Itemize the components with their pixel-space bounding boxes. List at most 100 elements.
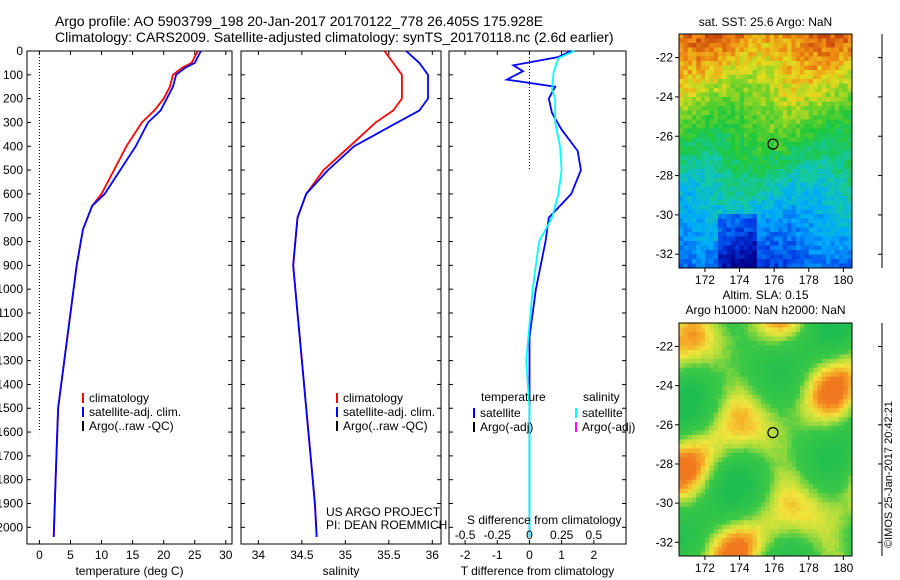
sla-map-cell	[830, 515, 836, 521]
sla-map-cell	[739, 394, 745, 400]
sla-map-cell	[700, 542, 706, 548]
sst-map-cell	[735, 119, 740, 125]
sst-map-cell	[687, 151, 693, 156]
sst-map-cell	[804, 61, 810, 66]
sst-map-cell	[735, 142, 740, 147]
sst-map-cell	[748, 137, 753, 143]
sst-map-cell	[752, 259, 758, 264]
sst-map-cell	[787, 79, 792, 84]
sst-map-cell	[752, 38, 758, 44]
sst-map-cell	[687, 250, 693, 255]
sst-map-cell	[761, 155, 766, 161]
sla-map-cell	[739, 376, 745, 382]
sla-map-ytick-label: -32	[656, 535, 674, 549]
sla-map-cell	[700, 466, 706, 472]
sst-map-cell	[704, 259, 710, 264]
sla-map-cell	[826, 430, 831, 436]
sla-map-cell	[804, 426, 810, 431]
sst-map-cell	[821, 97, 827, 102]
diff-legend-label: satellite	[480, 406, 521, 420]
sst-map-cell	[808, 250, 814, 255]
sst-map-cell	[817, 43, 823, 48]
sla-map-cell	[735, 511, 740, 517]
sst-map-cell	[730, 164, 736, 170]
sst-map-cell	[769, 65, 775, 71]
sst-map-cell	[726, 223, 732, 228]
sla-map-cell	[739, 488, 745, 494]
sla-map-cell	[730, 470, 736, 476]
sla-map-cell	[730, 394, 736, 400]
sst-map-cell	[761, 223, 766, 228]
salinity-xtick-label: 35.5	[377, 548, 401, 562]
sst-map-cell	[722, 263, 727, 269]
sst-map-cell	[756, 61, 762, 66]
sla-map-cell	[700, 358, 706, 364]
depth-tick-label: 700	[3, 211, 23, 225]
sst-map-cell	[683, 245, 689, 251]
sla-map-cell	[830, 506, 836, 512]
sst-map-cell	[769, 187, 775, 192]
sst-map-cell	[709, 106, 714, 111]
sst-map-cell	[774, 227, 779, 233]
sla-map-cell	[817, 349, 823, 355]
sst-map-cell	[756, 232, 762, 237]
sst-map-cell	[743, 241, 749, 246]
sst-map-cell	[839, 151, 844, 156]
sst-map-cell	[691, 164, 697, 170]
sla-map-cell	[756, 430, 762, 436]
sla-map-cell	[709, 345, 714, 351]
sst-map-cell	[717, 34, 723, 39]
temperature-legend-label: satellite-adj. clim.	[89, 405, 181, 419]
sst-map-cell	[756, 245, 762, 251]
sst-map-cell	[795, 79, 801, 84]
sst-map-cell	[769, 56, 775, 62]
sst-map-cell	[847, 133, 853, 138]
sla-map-cell	[726, 345, 732, 351]
sla-map-cell	[700, 372, 706, 378]
sla-map-cell	[722, 439, 727, 445]
sla-map-cell	[687, 358, 693, 364]
sla-map-cell	[735, 520, 740, 526]
sst-map-cell	[843, 164, 849, 170]
sla-map-cell	[769, 385, 775, 391]
sla-map-cell	[752, 520, 758, 526]
sla-map-cell	[787, 358, 792, 364]
sla-map-cell	[756, 349, 762, 355]
sla-map-cell	[704, 331, 710, 337]
sst-map-cell	[704, 227, 710, 233]
sla-map-cell	[748, 443, 753, 449]
sla-map-cell	[787, 367, 792, 373]
sst-map-cell	[787, 263, 792, 269]
sst-map-cell	[713, 88, 719, 93]
sst-map-cell	[800, 263, 805, 269]
sla-map-cell	[683, 385, 689, 391]
sst-map-cell	[769, 124, 775, 129]
sst-map-cell	[735, 110, 740, 116]
sla-map-cell	[826, 385, 831, 391]
sla-map-cell	[800, 484, 805, 490]
sla-map-cell	[713, 524, 719, 530]
sst-map-cell	[834, 227, 840, 233]
sst-map-cell	[813, 245, 818, 251]
sla-map-cell	[735, 358, 740, 364]
sla-map-cell	[813, 439, 818, 445]
sla-map-cell	[834, 524, 840, 530]
sst-map-cell	[817, 70, 823, 75]
sla-map-cell	[765, 376, 771, 382]
sla-map-cell	[713, 533, 719, 539]
sla-map-cell	[847, 323, 853, 328]
sla-map-cell	[730, 358, 736, 364]
sla-map-cell	[722, 323, 727, 328]
sst-map-cell	[713, 218, 719, 224]
sla-map-cell	[795, 443, 801, 449]
sst-map-cell	[752, 223, 758, 228]
sst-map-cell	[709, 227, 714, 233]
sla-map-cell	[687, 323, 693, 328]
sla-map-cell	[787, 493, 792, 499]
sla-map-cell	[795, 493, 801, 499]
sst-map-cell	[765, 56, 771, 62]
sla-map-cell	[769, 412, 775, 418]
sla-map-cell	[748, 372, 753, 378]
sla-map-cell	[761, 435, 766, 440]
